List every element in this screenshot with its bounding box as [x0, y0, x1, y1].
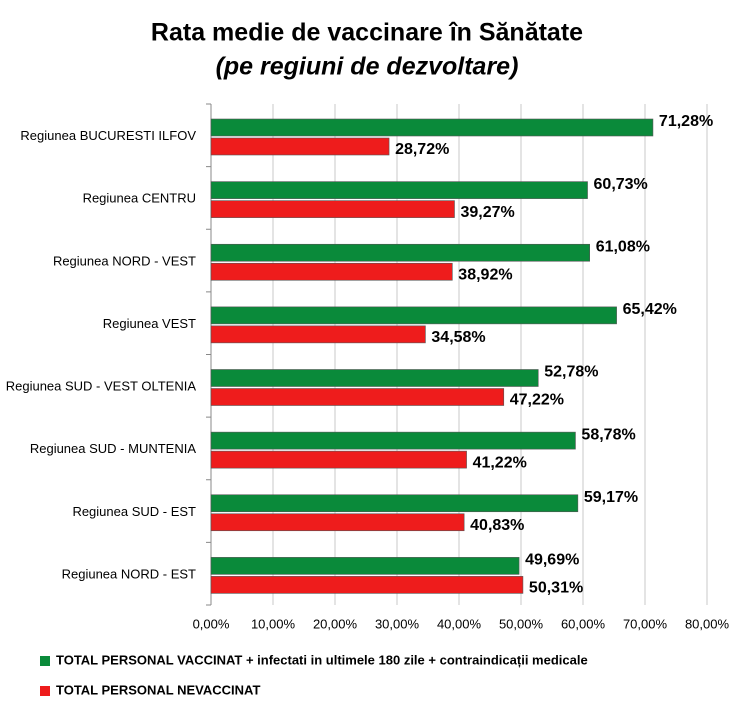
- value-label: 71,28%: [659, 113, 713, 130]
- value-label: 39,27%: [460, 204, 514, 221]
- y-tick-label: Regiunea VEST: [103, 316, 196, 331]
- value-label: 58,78%: [581, 426, 635, 443]
- bar: [210, 450, 467, 469]
- value-label: 38,92%: [458, 266, 512, 283]
- bar: [210, 137, 390, 156]
- x-tick-label: 40,00%: [437, 616, 482, 631]
- x-tick-label: 10,00%: [251, 616, 296, 631]
- y-tick-label: Regiunea NORD - VEST: [53, 253, 196, 268]
- bar: [210, 262, 453, 281]
- value-label: 61,08%: [596, 238, 650, 255]
- y-tick-label: Regiunea NORD - EST: [62, 566, 196, 581]
- bar: [210, 200, 455, 218]
- bar: [210, 513, 465, 532]
- value-label: 34,58%: [431, 329, 485, 346]
- legend-swatch: [40, 686, 50, 696]
- legend-label: TOTAL PERSONAL VACCINAT + infectati in u…: [56, 652, 588, 667]
- bar: [210, 369, 539, 387]
- bar: [210, 118, 654, 137]
- x-tick-label: 30,00%: [375, 616, 420, 631]
- y-tick-label: Regiunea SUD - VEST OLTENIA: [6, 379, 197, 394]
- value-label: 49,69%: [525, 552, 579, 569]
- y-tick-label: Regiunea SUD - EST: [72, 504, 196, 519]
- x-tick-label: 70,00%: [623, 616, 668, 631]
- x-tick-label: 0,00%: [193, 616, 230, 631]
- y-tick-label: Regiunea CENTRU: [83, 191, 196, 206]
- value-label: 28,72%: [395, 141, 449, 158]
- legend-label: TOTAL PERSONAL NEVACCINAT: [56, 682, 260, 697]
- bar: [210, 306, 617, 325]
- value-label: 65,42%: [623, 301, 677, 318]
- x-tick-label: 20,00%: [313, 616, 358, 631]
- value-label: 47,22%: [510, 392, 564, 409]
- bar: [210, 494, 579, 513]
- bar: [210, 576, 524, 594]
- bar: [210, 325, 426, 344]
- bar: [210, 243, 590, 262]
- bar: [210, 388, 505, 406]
- y-tick-label: Regiunea BUCURESTI ILFOV: [20, 128, 196, 143]
- bar: [210, 181, 588, 199]
- chart-subtitle: (pe regiuni de dezvoltare): [216, 53, 519, 81]
- x-tick-label: 60,00%: [561, 616, 606, 631]
- value-label: 41,22%: [473, 454, 527, 471]
- value-label: 40,83%: [470, 517, 524, 534]
- value-label: 60,73%: [594, 176, 648, 193]
- legend-swatch: [40, 656, 50, 666]
- x-tick-label: 50,00%: [499, 616, 544, 631]
- bar: [210, 431, 576, 450]
- value-label: 59,17%: [584, 489, 638, 506]
- y-tick-label: Regiunea SUD - MUNTENIA: [30, 441, 196, 456]
- value-label: 52,78%: [544, 364, 598, 381]
- bar: [210, 557, 520, 575]
- chart-title: Rata medie de vaccinare în Sănătate: [151, 19, 583, 47]
- value-label: 50,31%: [529, 580, 583, 597]
- x-tick-label: 80,00%: [685, 616, 730, 631]
